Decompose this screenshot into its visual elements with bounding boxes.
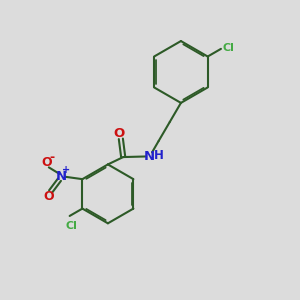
Text: O: O xyxy=(44,190,54,203)
Text: N: N xyxy=(144,150,155,163)
Text: N: N xyxy=(56,170,67,183)
Text: H: H xyxy=(154,149,164,162)
Text: O: O xyxy=(41,157,52,169)
Text: +: + xyxy=(61,165,70,175)
Text: Cl: Cl xyxy=(65,221,77,231)
Text: Cl: Cl xyxy=(222,43,234,53)
Text: -: - xyxy=(49,152,54,164)
Text: O: O xyxy=(114,127,125,140)
